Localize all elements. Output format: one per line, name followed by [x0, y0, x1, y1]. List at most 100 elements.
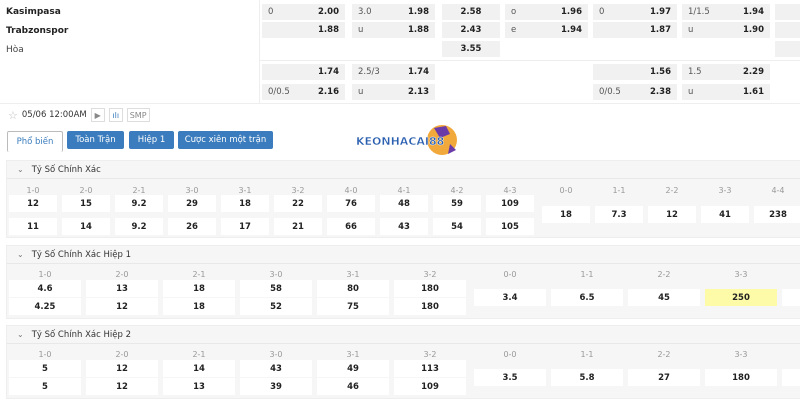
odds-cell-draw[interactable]: 3.4 — [474, 289, 546, 306]
odds-cell-away[interactable]: 18 — [163, 298, 235, 315]
tab-popular[interactable]: Phổ biến — [7, 131, 63, 152]
odds-cell-away[interactable]: 66 — [327, 218, 375, 235]
odds-cell-draw[interactable]: 238 — [754, 206, 800, 223]
tab-half-1[interactable]: Hiệp 1 — [129, 131, 174, 149]
odds-cell-draw[interactable]: 3.5 — [474, 369, 546, 386]
score-label: 2-2 — [657, 350, 671, 359]
odds-cell-away[interactable]: 54 — [433, 218, 481, 235]
odds-cell-away[interactable]: 180 — [394, 298, 466, 315]
odds-cell-home[interactable]: 13 — [86, 280, 158, 297]
odds-cell-home[interactable]: 59 — [433, 195, 481, 212]
odds-cell-away[interactable]: 11 — [9, 218, 57, 235]
odds-cell[interactable]: 0/0.5 2.16 — [262, 84, 345, 100]
odds-cell-home[interactable]: 9.2 — [115, 195, 163, 212]
odds-cell-home[interactable]: 18 — [221, 195, 269, 212]
odds-cell-home[interactable]: 18 — [163, 280, 235, 297]
odds-cell-home[interactable]: 80 — [317, 280, 389, 297]
odds-cell-away[interactable]: 39 — [240, 378, 312, 395]
odds-cell[interactable]: 0 1.97 — [593, 4, 677, 20]
odds-cell-away[interactable]: 46 — [317, 378, 389, 395]
odds-cell-away[interactable]: 75 — [317, 298, 389, 315]
odds-cell-home[interactable]: 76 — [327, 195, 375, 212]
odds-cell-draw[interactable]: 45 — [628, 289, 700, 306]
odds-cell[interactable]: 1.88 — [262, 22, 345, 38]
odds-cell[interactable]: 1/1.5 1.94 — [682, 4, 770, 20]
odds-cell[interactable]: u 1.88 — [352, 22, 435, 38]
odds-cell-away[interactable]: 12 — [86, 298, 158, 315]
odds-cell-draw[interactable]: 5.8 — [551, 369, 623, 386]
odds-cell-home[interactable]: 12 — [86, 360, 158, 377]
odds-cell[interactable]: 2.43 — [442, 22, 500, 38]
section-header[interactable]: ⌄ Tỷ Số Chính Xác Hiệp 2 — [7, 326, 800, 344]
odds-cell-home[interactable]: 5 — [9, 360, 81, 377]
odds-cell-home[interactable]: 43 — [240, 360, 312, 377]
odds-cell-partial[interactable] — [775, 41, 800, 57]
odds-cell-home[interactable]: 4.6 — [9, 280, 81, 297]
odds-cell-partial[interactable] — [775, 4, 800, 20]
odds-cell-away[interactable]: 52 — [240, 298, 312, 315]
odds-cell[interactable]: 3.55 — [442, 41, 500, 57]
odds-cell-home[interactable]: 48 — [380, 195, 428, 212]
star-icon[interactable]: ☆ — [8, 108, 18, 122]
odds-cell-away[interactable]: 5 — [9, 378, 81, 395]
odds-cell[interactable]: 1.74 — [262, 64, 345, 80]
odds-cell-home[interactable]: 14 — [163, 360, 235, 377]
odds-cell-draw[interactable]: 250 — [705, 289, 777, 306]
odds-cell-draw[interactable]: 27 — [628, 369, 700, 386]
odds-cell-home[interactable]: 180 — [394, 280, 466, 297]
odds-cell-draw[interactable]: 12 — [648, 206, 696, 223]
odds-cell-away[interactable]: 14 — [62, 218, 110, 235]
odds-cell-away[interactable]: 17 — [221, 218, 269, 235]
odds-cell-home[interactable]: 22 — [274, 195, 322, 212]
odds-cell-away[interactable]: 43 — [380, 218, 428, 235]
odds-cell-partial[interactable] — [782, 289, 800, 306]
odds-cell-draw[interactable]: 7.3 — [595, 206, 643, 223]
tab-full-match[interactable]: Toàn Trận — [67, 131, 124, 149]
odds-cell-home[interactable]: 58 — [240, 280, 312, 297]
odds-cell-away[interactable]: 109 — [394, 378, 466, 395]
odds-cell[interactable]: e 1.94 — [505, 22, 588, 38]
odds-cell[interactable]: u 2.13 — [352, 84, 435, 100]
odds-cell-draw[interactable]: 18 — [542, 206, 590, 223]
odds-cell[interactable]: 1.56 — [593, 64, 677, 80]
odds-cell-away[interactable]: 4.25 — [9, 298, 81, 315]
odds-cell-home[interactable]: 109 — [486, 195, 534, 212]
odds-cell-partial[interactable] — [775, 22, 800, 38]
tab-parlay[interactable]: Cược xiên một trận — [178, 131, 273, 149]
odds-cell-home[interactable]: 49 — [317, 360, 389, 377]
odds-cell[interactable]: u 1.90 — [682, 22, 770, 38]
odds-cell-away[interactable]: 12 — [86, 378, 158, 395]
odds-cell[interactable]: 2.58 — [442, 4, 500, 20]
smp-button[interactable]: SMP — [126, 108, 150, 122]
score-label: 2-1 — [132, 186, 146, 195]
odds-cell[interactable]: 1.5 2.29 — [682, 64, 770, 80]
play-icon[interactable]: ▶ — [90, 108, 105, 122]
odds-cell-draw[interactable]: 180 — [705, 369, 777, 386]
odds-cell-home[interactable]: 29 — [168, 195, 216, 212]
odds-cell-away[interactable]: 105 — [486, 218, 534, 235]
odds-cell-away[interactable]: 13 — [163, 378, 235, 395]
chevron-down-icon[interactable]: ⌄ — [17, 250, 24, 259]
section-header[interactable]: ⌄ Tỷ Số Chính Xác — [7, 161, 800, 179]
chevron-down-icon[interactable]: ⌄ — [17, 330, 24, 339]
odds-cell-partial[interactable] — [782, 369, 800, 386]
odds-cell-away[interactable]: 26 — [168, 218, 216, 235]
odds-cell-draw[interactable]: 41 — [701, 206, 749, 223]
chevron-down-icon[interactable]: ⌄ — [17, 165, 24, 174]
odds-cell-draw[interactable]: 6.5 — [551, 289, 623, 306]
odds-cell-home[interactable]: 113 — [394, 360, 466, 377]
odds-cell-away[interactable]: 21 — [274, 218, 322, 235]
odds-value: 1.98 — [408, 7, 429, 17]
odds-cell-away[interactable]: 9.2 — [115, 218, 163, 235]
stats-icon[interactable]: ılı — [108, 108, 123, 122]
odds-cell[interactable]: 0 2.00 — [262, 4, 345, 20]
odds-cell[interactable]: u 1.61 — [682, 84, 770, 100]
section-header[interactable]: ⌄ Tỷ Số Chính Xác Hiệp 1 — [7, 246, 800, 264]
odds-cell[interactable]: 0/0.5 2.38 — [593, 84, 677, 100]
odds-cell[interactable]: o 1.96 — [505, 4, 588, 20]
odds-cell-home[interactable]: 15 — [62, 195, 110, 212]
odds-cell-home[interactable]: 12 — [9, 195, 57, 212]
odds-cell[interactable]: 3.0 1.98 — [352, 4, 435, 20]
odds-cell[interactable]: 2.5/3 1.74 — [352, 64, 435, 80]
odds-cell[interactable]: 1.87 — [593, 22, 677, 38]
